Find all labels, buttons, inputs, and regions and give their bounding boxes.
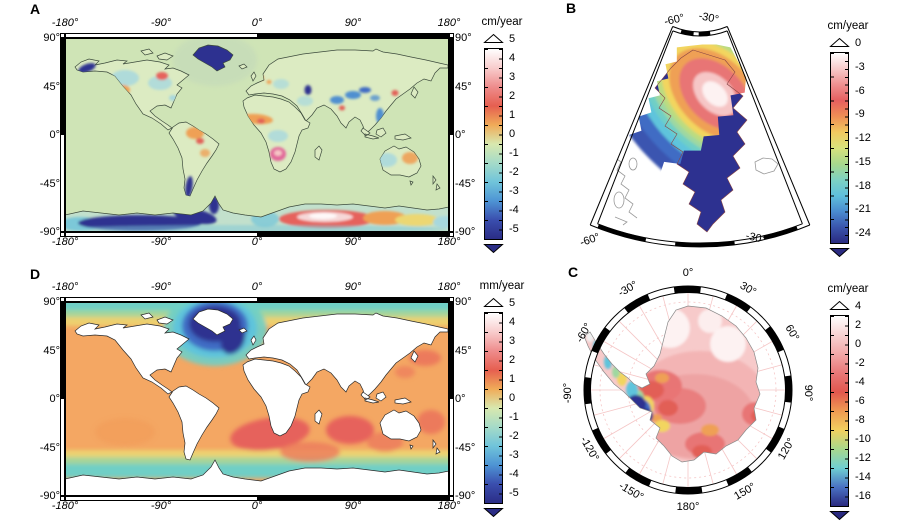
panel-d-y-labels-right: 90° 45° 0° -45° -90° [455, 296, 476, 502]
panel-a-x-labels-bottom: -180° -90° 0° 90° 180° [52, 236, 461, 249]
colorbar-arrow-down [483, 244, 504, 254]
colorbar-unit: cm/year [827, 20, 869, 32]
frame-corner [449, 33, 454, 38]
colorbar-gradient [830, 52, 849, 244]
colorbar-arrow-up [829, 300, 850, 310]
panel-a-map [65, 38, 449, 232]
panel-d-x-labels-bottom: -180° -90° 0° 90° 180° [52, 500, 461, 513]
colorbar-arrow-up [483, 33, 504, 43]
colorbar-gradient [830, 315, 849, 507]
panel-d-map [65, 302, 449, 496]
lon-label: -150° [617, 480, 646, 504]
panel-c-letter: C [568, 264, 579, 280]
frame-corner [449, 297, 454, 302]
colorbar-unit: cm/year [481, 16, 523, 28]
lon-label: -30° [697, 10, 719, 26]
axis-label: 90° [344, 17, 362, 29]
colorbar-arrow-up [829, 37, 850, 47]
panel-d-frame-bottom [65, 496, 449, 501]
polar-ring-frame [583, 285, 793, 495]
lon-label: 30° [738, 280, 758, 299]
panel-d-y-labels-left: 90° 45° 0° -45° -90° [39, 296, 60, 502]
axis-label: -180° [51, 281, 79, 293]
lon-label: 60° [783, 323, 802, 343]
colorbar-gradient [484, 312, 503, 504]
colorbar-unit: mm/year [479, 280, 525, 292]
panel-a-x-labels-top: -180° -90° 0° 90° 180° [52, 17, 461, 30]
lon-label: 180° [677, 501, 700, 513]
lon-label: 90° [802, 385, 814, 402]
axis-label: 180° [437, 281, 461, 293]
lon-label: -60° [578, 231, 601, 249]
panel-a-y-labels-right: 90° 45° 0° -45° -90° [455, 32, 476, 238]
axis-label: 0° [251, 17, 263, 29]
axis-label: -90° [150, 236, 172, 248]
lon-label: -30° [744, 230, 766, 246]
axis-label: 180° [437, 17, 461, 29]
panel-d-frame-left [60, 302, 65, 496]
panel-d-frame-right [449, 302, 454, 496]
frame-corner [60, 496, 65, 501]
fan-frame-black-segments [597, 29, 798, 248]
panel-d-x-labels-top: -180° -90° 0° 90° 180° [52, 281, 461, 294]
colorbar-arrow-up [483, 297, 504, 307]
axis-label: 0° [251, 236, 263, 248]
map-border [65, 302, 449, 496]
axis-label: 90° [344, 500, 362, 512]
frame-corner [60, 232, 65, 237]
axis-label: -180° [51, 236, 79, 248]
colorbar-gradient [484, 48, 503, 240]
axis-label: 90° [344, 281, 362, 293]
axis-label: 90° [344, 236, 362, 248]
panel-a-frame-right [449, 38, 454, 232]
panel-b-letter: B [566, 0, 577, 16]
colorbar-ticks: 5 4 3 2 1 0 -1 -2 -3 -4 -5 [509, 297, 519, 499]
map-border [65, 38, 449, 232]
axis-label: 0° [251, 281, 263, 293]
panel-c-map: 0° 30° 60° 90° 120° 150° 180° -150° -120… [562, 267, 814, 513]
axis-label: -180° [51, 17, 79, 29]
colorbar-ticks: 4 2 0 -2 -4 -6 -8 -10 -12 -14 -16 [855, 300, 871, 502]
greenland-trend [597, 26, 769, 233]
lon-label: -90° [562, 383, 574, 403]
axis-label: -180° [51, 500, 79, 512]
panel-a-letter: A [30, 1, 41, 17]
lon-label: -30° [616, 279, 640, 300]
axis-label: 180° [437, 236, 461, 248]
axis-label: -90° [150, 281, 172, 293]
colorbar-arrow-down [829, 511, 850, 521]
axis-label: 180° [437, 500, 461, 512]
lon-label: 150° [732, 481, 758, 503]
frame-corner [449, 232, 454, 237]
frame-corner [60, 33, 65, 38]
axis-label: -90° [150, 500, 172, 512]
panel-a-frame-left [60, 38, 65, 232]
colorbar-unit: cm/year [827, 283, 869, 295]
frame-corner [60, 297, 65, 302]
axis-label: 0° [251, 500, 263, 512]
colorbar-arrow-down [483, 508, 504, 518]
panel-a-frame-top [65, 33, 449, 38]
axis-label: -90° [150, 17, 172, 29]
lon-label: -60° [663, 12, 685, 28]
panel-a-frame-bottom [65, 232, 449, 237]
lon-label: 0° [683, 267, 694, 279]
frame-corner [449, 496, 454, 501]
colorbar-arrow-down [829, 248, 850, 258]
fan-contents [597, 26, 779, 233]
iceland-coastline [754, 157, 779, 175]
panel-d-letter: D [30, 266, 41, 282]
panel-b-map: -60° -30° -60° -30° [578, 10, 811, 249]
colorbar-ticks: 0 -3 -6 -9 -12 -15 -18 -21 -24 [855, 37, 871, 239]
colorbar-ticks: 5 4 3 2 1 0 -1 -2 -3 -4 -5 [509, 33, 519, 235]
panel-a-y-labels-left: 90° 45° 0° -45° -90° [39, 32, 60, 238]
